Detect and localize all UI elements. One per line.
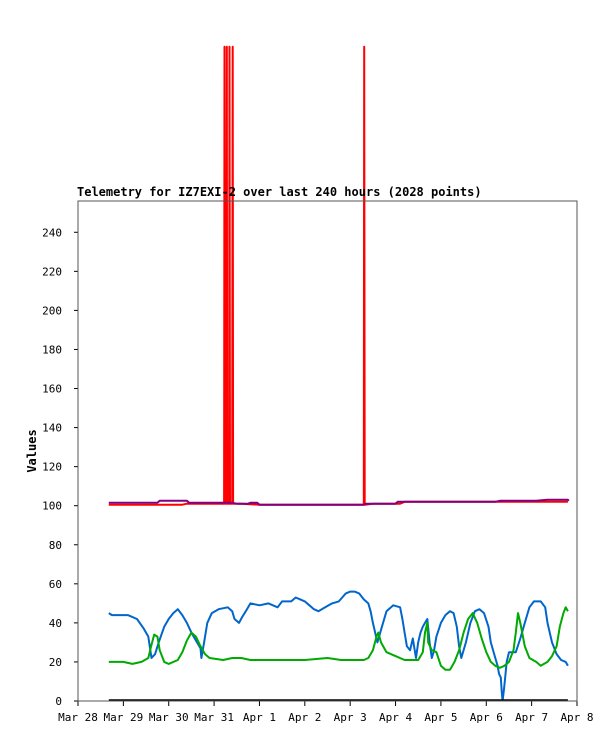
- x-tick-label: Apr 2: [288, 711, 321, 724]
- tick-labels: 0 20 40 60 80 100 120 140 160 180 200 220 240 Mar 28 M…: [42, 226, 593, 724]
- y-axis-label: Values: [25, 429, 39, 472]
- series-line: [108, 498, 570, 506]
- plot-area: [78, 201, 577, 701]
- y-tick-label: 240: [42, 226, 62, 239]
- x-tick-label: Mar 30: [149, 711, 189, 724]
- x-tick-label: Mar 29: [103, 711, 143, 724]
- y-tick-label: 180: [42, 343, 62, 356]
- plot-frame: [77, 200, 578, 702]
- series-group: [108, 45, 570, 701]
- y-tick-label: 160: [42, 383, 62, 396]
- x-tick-label: Apr 3: [334, 711, 367, 724]
- y-tick-label: 120: [42, 461, 62, 474]
- x-tick-label: Apr 6: [470, 711, 503, 724]
- x-tick-label: Apr 7: [515, 711, 548, 724]
- y-tick-label: 100: [42, 500, 62, 513]
- y-tick-label: 140: [42, 422, 62, 435]
- x-tick-label: Mar 31: [194, 711, 234, 724]
- y-tick-label: 200: [42, 304, 62, 317]
- series-line: [108, 590, 569, 701]
- y-tick-label: 40: [49, 617, 62, 630]
- y-tick-label: 80: [49, 539, 62, 552]
- x-tick-label: Apr 8: [560, 711, 593, 724]
- x-tick-label: Apr 4: [379, 711, 412, 724]
- tick-marks: [74, 231, 578, 706]
- y-tick-label: 20: [49, 656, 62, 669]
- chart-title: Telemetry for IZ7EXI-2 over last 240 hou…: [77, 185, 482, 199]
- y-tick-label: 0: [55, 695, 62, 708]
- x-tick-label: Mar 28: [58, 711, 98, 724]
- y-tick-label: 60: [49, 578, 62, 591]
- x-tick-label: Apr 5: [424, 711, 457, 724]
- x-tick-label: Apr 1: [243, 711, 276, 724]
- series-line: [108, 606, 569, 671]
- y-tick-label: 220: [42, 265, 62, 278]
